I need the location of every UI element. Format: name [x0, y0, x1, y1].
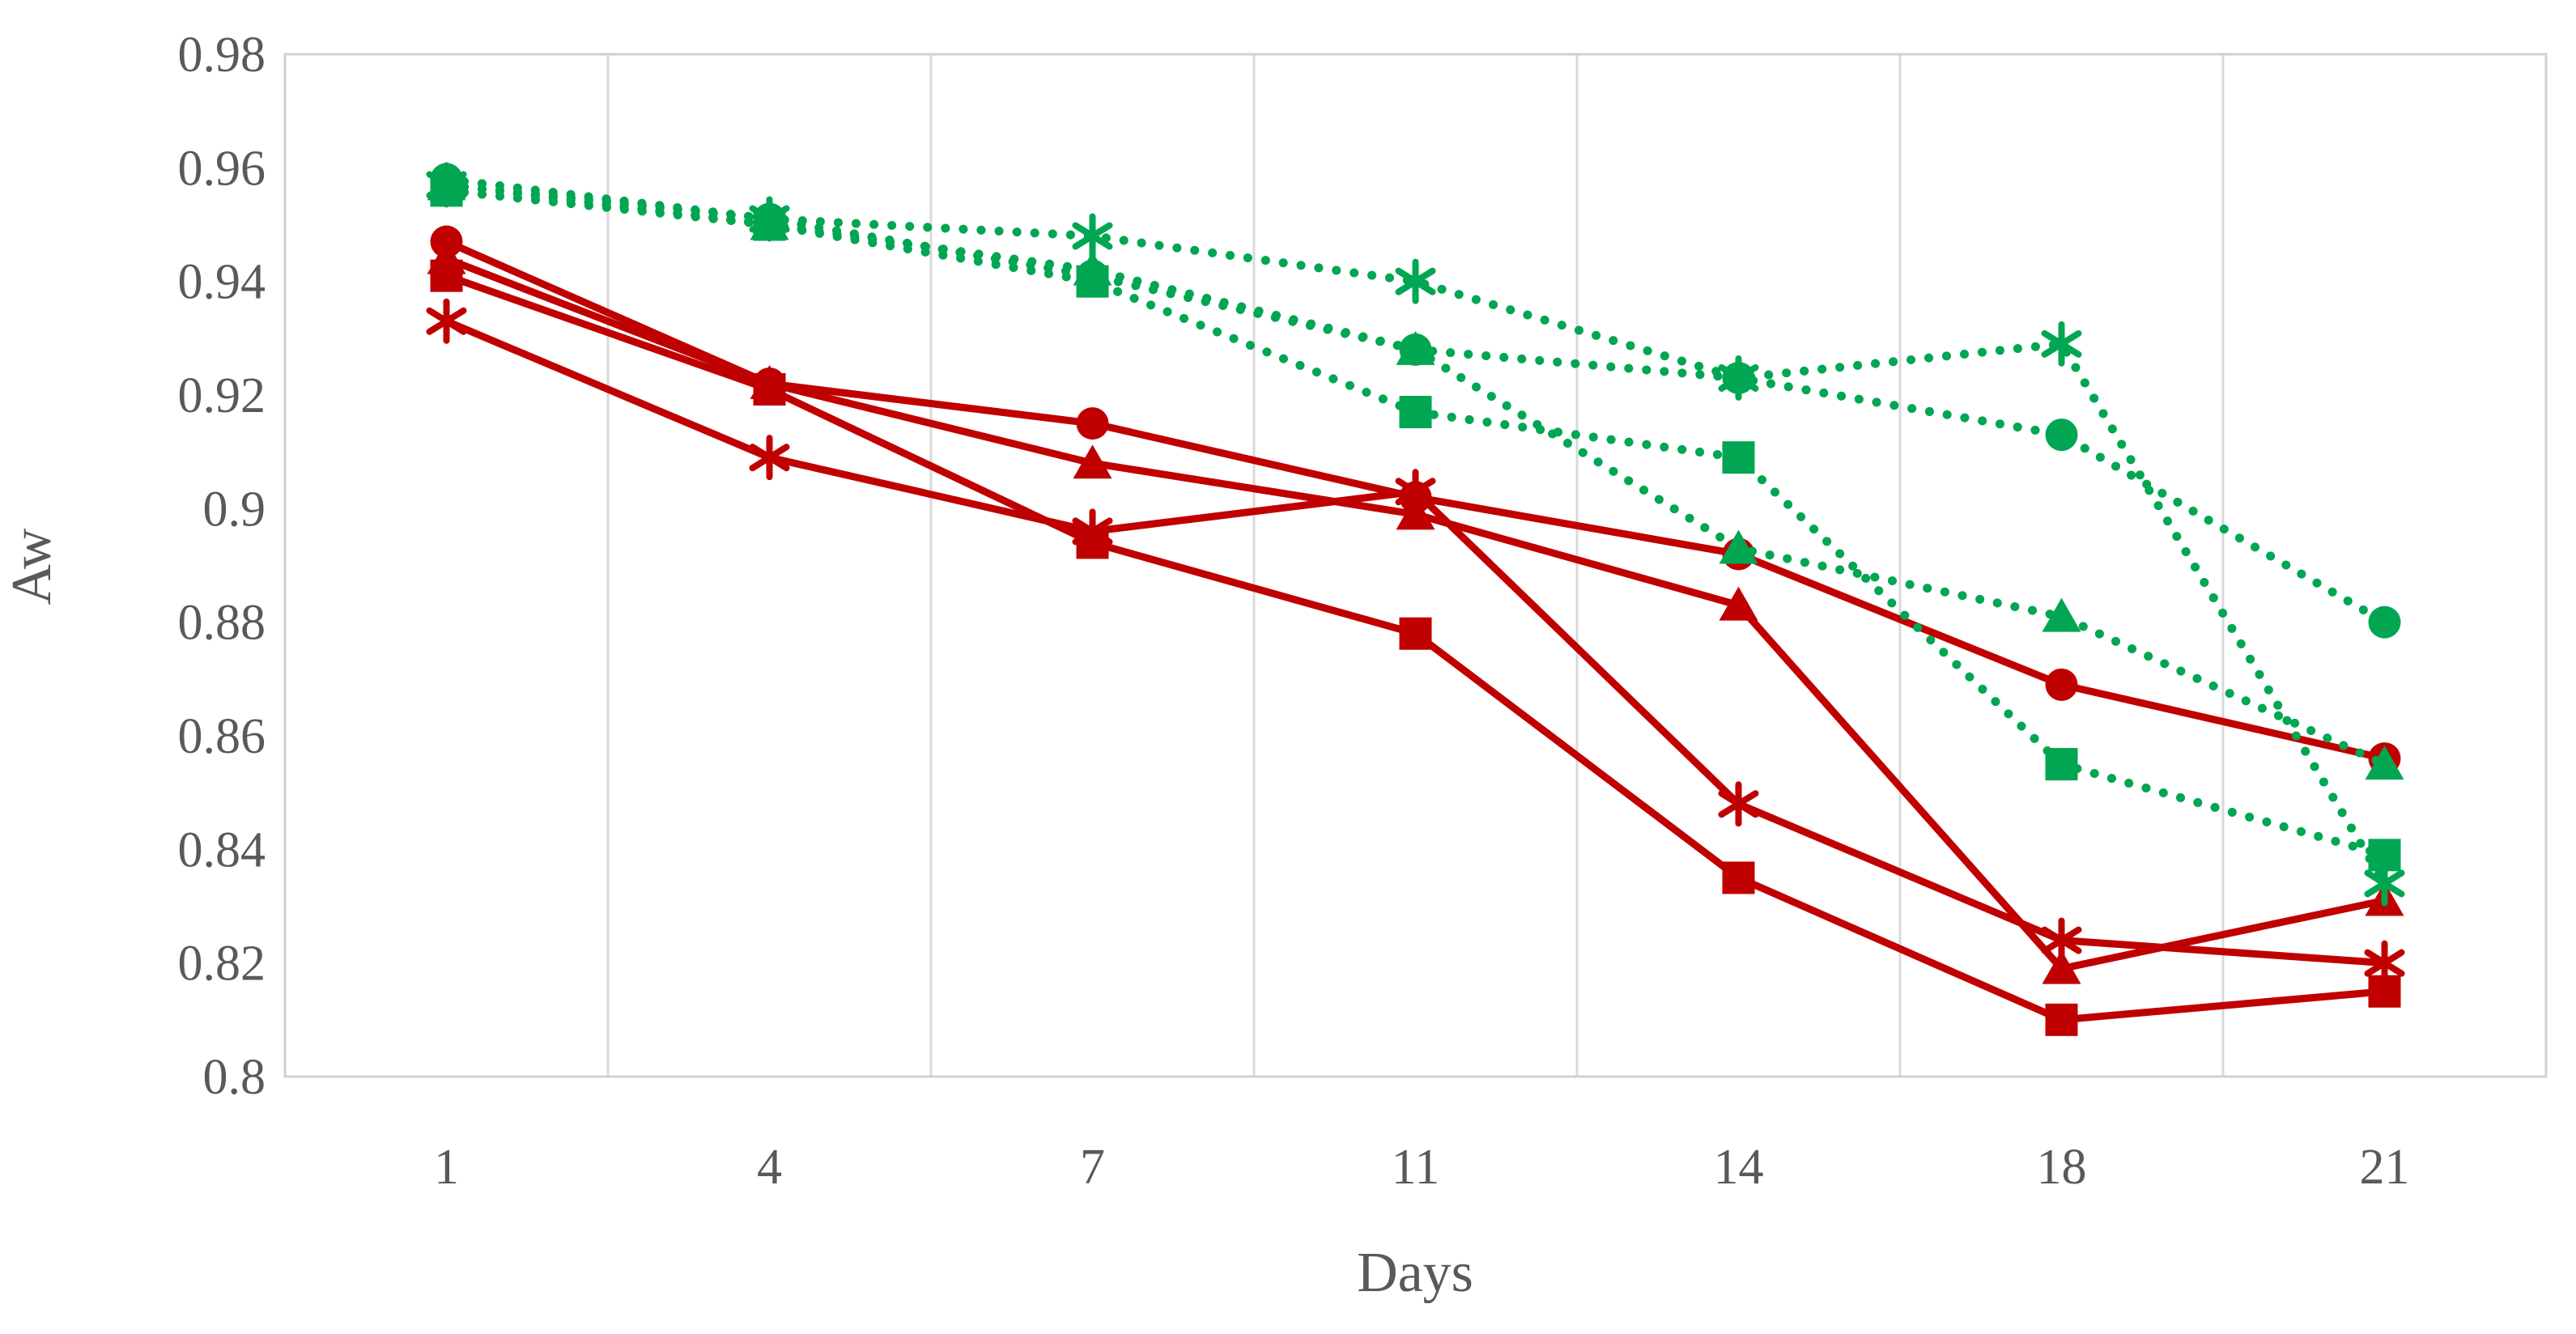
marker-green-triangle-day-14 — [1719, 529, 1758, 564]
series-red-square — [430, 259, 2401, 1036]
x-tick-label: 14 — [1714, 1140, 1764, 1195]
y-tick-label: 0.8 — [203, 1050, 266, 1105]
marker-green-circle-day-7 — [1076, 259, 1109, 292]
x-tick-label: 7 — [1080, 1140, 1105, 1195]
marker-red-circle-day-1 — [430, 225, 463, 258]
marker-red-triangle-day-14 — [1719, 586, 1758, 621]
x-tick-label: 11 — [1392, 1140, 1440, 1195]
x-tick-label: 18 — [2037, 1140, 2087, 1195]
marker-red-asterisk-day-21 — [2364, 940, 2405, 986]
y-axis-labels: 0.98 0.96 0.94 0.92 0.9 0.88 0.86 0.84 0.82 0.8 — [178, 28, 266, 1105]
marker-green-circle-day-11 — [1399, 333, 1432, 366]
marker-green-triangle-day-18 — [2042, 597, 2081, 632]
marker-red-square-day-14 — [1722, 861, 1755, 894]
marker-red-asterisk-day-4 — [749, 435, 790, 481]
y-tick-label: 0.96 — [178, 141, 266, 196]
marker-red-asterisk-day-7 — [1072, 508, 1113, 554]
gridlines — [606, 54, 2225, 1077]
y-tick-label: 0.84 — [178, 822, 266, 877]
x-tick-label: 1 — [434, 1140, 459, 1195]
y-tick-label: 0.98 — [178, 28, 266, 83]
marker-red-square-day-18 — [2045, 1003, 2078, 1036]
x-axis-title: Days — [1357, 1242, 1473, 1304]
y-tick-label: 0.82 — [178, 937, 266, 992]
marker-red-asterisk-day-1 — [426, 298, 467, 344]
y-axis-title: Aw — [1, 528, 63, 605]
marker-red-asterisk-day-18 — [2041, 917, 2082, 963]
y-tick-label: 0.9 — [203, 482, 266, 537]
x-tick-label: 4 — [757, 1140, 782, 1195]
y-tick-label: 0.94 — [178, 255, 266, 310]
marker-green-asterisk-day-4 — [749, 196, 790, 242]
marker-red-circle-day-7 — [1076, 407, 1109, 440]
marker-green-asterisk-day-18 — [2041, 321, 2082, 367]
marker-green-square-day-11 — [1399, 396, 1432, 429]
marker-red-circle-day-18 — [2045, 668, 2078, 701]
y-tick-label: 0.88 — [178, 596, 266, 651]
marker-green-circle-day-18 — [2045, 418, 2078, 452]
marker-green-square-day-18 — [2045, 748, 2078, 781]
y-tick-label: 0.92 — [178, 368, 266, 423]
marker-red-asterisk-day-11 — [1395, 469, 1436, 515]
marker-red-triangle-day-7 — [1073, 444, 1112, 479]
marker-green-asterisk-day-11 — [1395, 258, 1436, 304]
marker-green-square-day-14 — [1722, 441, 1755, 474]
marker-red-asterisk-day-14 — [1718, 781, 1759, 827]
series-red-asterisk — [426, 298, 2405, 986]
x-tick-label: 21 — [2360, 1140, 2410, 1195]
marker-green-asterisk-day-14 — [1718, 355, 1759, 401]
marker-red-square-day-11 — [1399, 617, 1432, 650]
y-tick-label: 0.86 — [178, 709, 266, 764]
marker-red-circle-day-4 — [753, 367, 786, 400]
x-axis-labels: 1 4 7 11 14 18 21 — [434, 1140, 2410, 1195]
marker-green-triangle-day-21 — [2365, 746, 2404, 780]
series-green-asterisk — [426, 162, 2405, 907]
marker-green-asterisk-day-1 — [426, 162, 467, 208]
marker-green-circle-day-21 — [2368, 605, 2401, 639]
marker-green-asterisk-day-7 — [1072, 213, 1113, 259]
marker-red-triangle-day-18 — [2042, 950, 2081, 984]
series-lines — [426, 162, 2405, 1036]
plot-border — [283, 53, 2548, 1078]
marker-green-asterisk-day-21 — [2364, 860, 2405, 907]
plot-area-border — [283, 53, 2548, 1078]
